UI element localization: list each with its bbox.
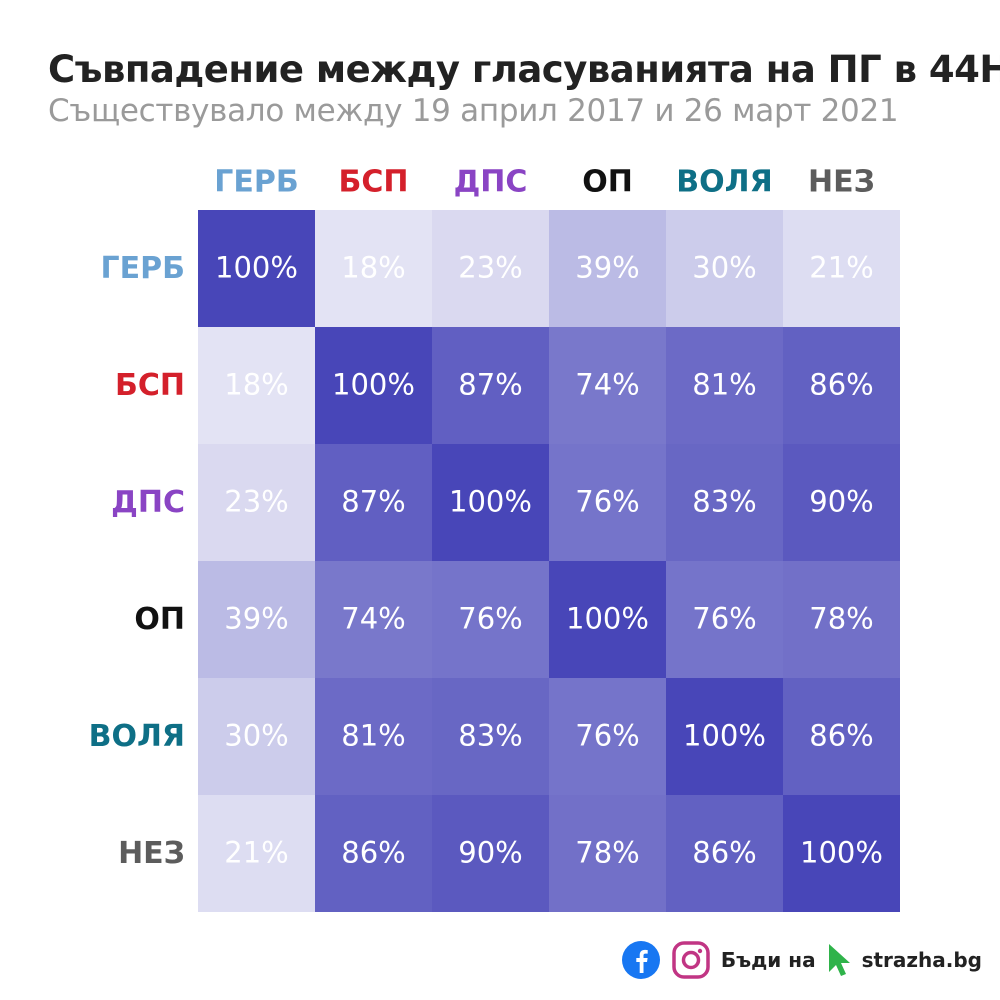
heatmap-cell-label: 21% [224,836,288,870]
footer-site-link[interactable]: strazha.bg [861,948,982,972]
instagram-icon[interactable] [671,940,711,980]
heatmap-cell-label: 90% [809,485,873,519]
heatmap-cell-label: 39% [575,251,639,285]
row-header: ВОЛЯ [89,719,185,754]
heatmap-cell-label: 100% [683,719,766,753]
heatmap-cell-label: 76% [692,602,756,636]
heatmap-cell [432,327,549,444]
heatmap-cell-label: 100% [449,485,532,519]
heatmap-cell [315,444,432,561]
row-header: НЕЗ [118,836,185,871]
heatmap-cell [198,561,315,678]
chart-title: Съвпадение между гласуванията на ПГ в 44… [48,48,1000,91]
heatmap-cell-label: 86% [809,719,873,753]
heatmap-cell [783,210,900,327]
heatmap-cell-label: 21% [809,251,873,285]
heatmap-cell [198,210,315,327]
row-header: ОП [134,602,185,637]
footer-cta-text: Бъди на [720,948,816,972]
heatmap-cell-label: 87% [458,368,522,402]
heatmap-cell-label: 90% [458,836,522,870]
cursor-arrow-icon [828,944,850,976]
heatmap-cell [198,795,315,912]
column-header: БСП [339,165,409,200]
heatmap-cell [315,327,432,444]
heatmap-cell [549,210,666,327]
heatmap-cell [549,678,666,795]
heatmap-cell-label: 78% [575,836,639,870]
column-header: ДПС [454,165,528,200]
heatmap-cell-label: 76% [575,719,639,753]
heatmap-cell [666,210,783,327]
heatmap-cell [666,795,783,912]
heatmap-cell-label: 18% [341,251,405,285]
heatmap-cell [315,210,432,327]
heatmap-cell [198,327,315,444]
heatmap-cell [432,795,549,912]
heatmap-cell-label: 86% [692,836,756,870]
facebook-icon[interactable] [621,940,661,980]
heatmap-cell [549,561,666,678]
heatmap-cell [315,795,432,912]
heatmap-cell [666,678,783,795]
heatmap-cell-label: 81% [692,368,756,402]
heatmap-cell-label: 78% [809,602,873,636]
heatmap-cell [432,561,549,678]
heatmap-cell [549,327,666,444]
heatmap-cell-label: 76% [458,602,522,636]
row-header: БСП [115,368,185,403]
heatmap-cell [666,561,783,678]
column-header: ГЕРБ [214,165,298,200]
heatmap-cell-label: 18% [224,368,288,402]
footer-branding: Бъди на strazha.bg [621,938,982,982]
heatmap-cell-label: 23% [458,251,522,285]
heatmap-cell-label: 23% [224,485,288,519]
heatmap-cell-label: 83% [692,485,756,519]
column-header: НЕЗ [808,165,875,200]
row-header: ГЕРБ [101,251,185,286]
heatmap-cell [549,795,666,912]
heatmap-cell-label: 81% [341,719,405,753]
heatmap-cell [432,210,549,327]
heatmap-cell-label: 100% [566,602,649,636]
heatmap-cell-label: 76% [575,485,639,519]
row-header: ДПС [111,485,185,520]
heatmap-cell [315,678,432,795]
heatmap-cell-label: 87% [341,485,405,519]
heatmap-cell [198,678,315,795]
heatmap-cell-label: 100% [215,251,298,285]
heatmap-cell [783,795,900,912]
column-header: ВОЛЯ [676,165,772,200]
heatmap-cell-label: 30% [692,251,756,285]
heatmap-cell-label: 86% [341,836,405,870]
heatmap-cell-label: 83% [458,719,522,753]
heatmap-cell [666,327,783,444]
heatmap-cell [198,444,315,561]
heatmap-cell [432,444,549,561]
heatmap-cell [783,444,900,561]
heatmap-cell [432,678,549,795]
heatmap-cell-label: 100% [332,368,415,402]
heatmap-cell-label: 74% [575,368,639,402]
chart-subtitle: Съществувало между 19 април 2017 и 26 ма… [48,93,899,129]
heatmap-cell [783,561,900,678]
heatmap-cell [315,561,432,678]
heatmap-cell [549,444,666,561]
heatmap-cell-label: 30% [224,719,288,753]
column-header: ОП [582,165,633,200]
heatmap-cell [783,678,900,795]
heatmap-cell-label: 74% [341,602,405,636]
heatmap-cell [666,444,783,561]
heatmap-cell [783,327,900,444]
heatmap-cell-label: 100% [800,836,883,870]
heatmap-cell-label: 39% [224,602,288,636]
heatmap-cell-label: 86% [809,368,873,402]
